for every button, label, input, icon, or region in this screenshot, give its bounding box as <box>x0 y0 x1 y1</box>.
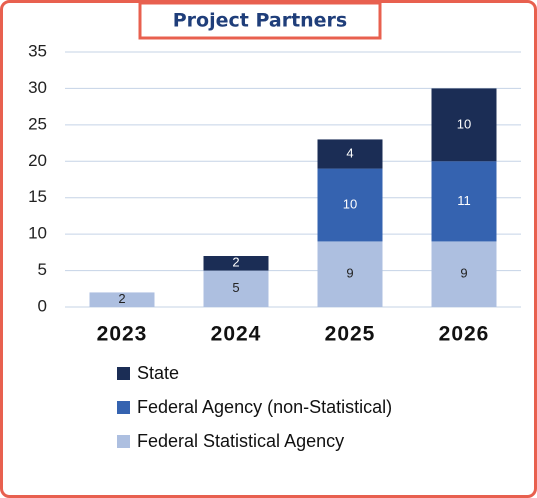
value-label: 5 <box>232 280 239 295</box>
value-label: 11 <box>457 193 471 208</box>
value-label: 2 <box>232 255 239 270</box>
value-label: 9 <box>460 266 467 281</box>
legend-swatch <box>117 367 130 380</box>
x-tick-label: 2026 <box>439 323 490 346</box>
value-label: 10 <box>343 196 357 211</box>
legend-label: State <box>137 363 179 383</box>
legend-label: Federal Agency (non-Statistical) <box>137 397 392 417</box>
y-tick-label: 25 <box>28 114 47 133</box>
legend-label: Federal Statistical Agency <box>137 431 344 451</box>
x-tick-label: 2025 <box>325 323 376 346</box>
bar-segment <box>317 241 383 307</box>
bar-segment <box>431 88 497 162</box>
x-tick-label: 2023 <box>97 323 148 346</box>
y-tick-label: 15 <box>28 187 47 206</box>
y-tick-label: 30 <box>28 78 47 97</box>
bar-segment <box>203 270 269 307</box>
y-tick-label: 20 <box>28 151 47 170</box>
bar-segment <box>431 241 497 307</box>
y-tick-label: 10 <box>28 224 47 243</box>
value-label: 2 <box>118 291 125 306</box>
bar-segment <box>89 292 155 307</box>
value-label: 9 <box>346 266 353 281</box>
chart-title: Project Partners <box>173 10 348 32</box>
bar-segment <box>203 256 269 271</box>
value-label: 10 <box>457 116 471 131</box>
bar-segment <box>317 139 383 169</box>
bar-segment <box>431 161 497 242</box>
bar-segment <box>317 168 383 242</box>
value-label: 4 <box>346 145 353 160</box>
y-tick-label: 5 <box>38 260 47 279</box>
title-box <box>138 1 382 40</box>
x-tick-label: 2024 <box>211 323 262 346</box>
legend-swatch <box>117 401 130 414</box>
y-tick-label: 0 <box>38 296 47 315</box>
legend-swatch <box>117 435 130 448</box>
y-tick-label: 35 <box>28 41 47 60</box>
